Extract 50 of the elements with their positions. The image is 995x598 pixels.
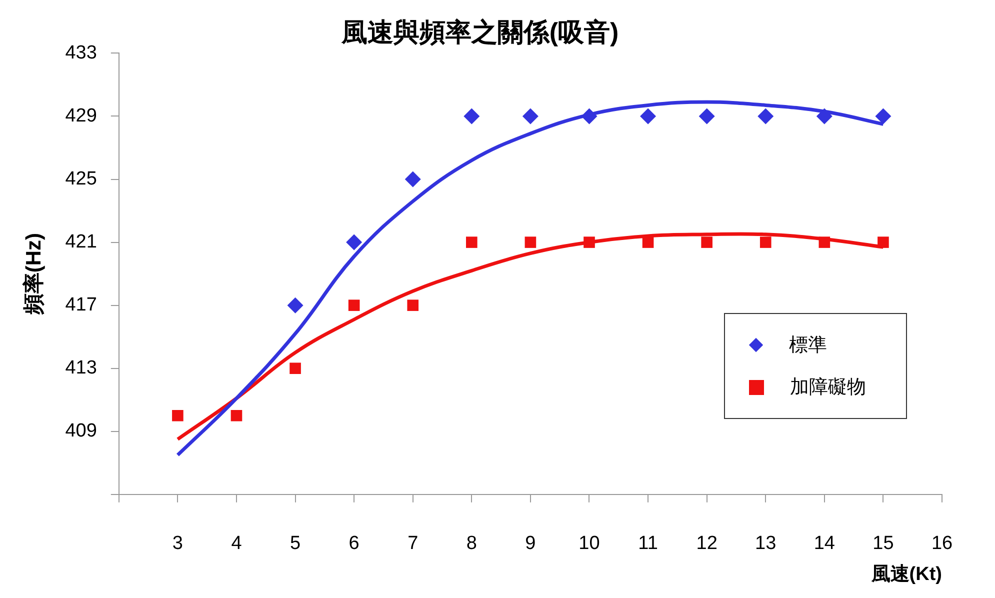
point bbox=[640, 108, 656, 124]
x-tick-label: 11 bbox=[638, 533, 658, 554]
legend-label: 加障礙物 bbox=[790, 376, 866, 400]
y-tick-label: 413 bbox=[65, 358, 97, 379]
point bbox=[348, 300, 360, 311]
y-tick-label: 425 bbox=[65, 168, 97, 190]
x-tick-label: 4 bbox=[231, 533, 242, 554]
point bbox=[818, 236, 830, 248]
point bbox=[758, 108, 774, 124]
point bbox=[698, 108, 715, 124]
point bbox=[522, 108, 538, 124]
point bbox=[701, 236, 712, 248]
point bbox=[346, 234, 362, 250]
point bbox=[878, 236, 889, 248]
y-tick-label: 417 bbox=[65, 294, 97, 316]
point bbox=[407, 300, 419, 311]
point bbox=[584, 236, 595, 248]
point bbox=[404, 171, 421, 188]
chart-title: 風速與頻率之關係(吸音) bbox=[340, 16, 619, 47]
point bbox=[875, 108, 892, 124]
point bbox=[524, 236, 536, 248]
x-tick-label: 7 bbox=[408, 533, 418, 554]
x-tick-label: 6 bbox=[348, 533, 360, 554]
point bbox=[760, 236, 772, 248]
x-tick-label: 10 bbox=[578, 533, 600, 554]
point bbox=[466, 236, 478, 248]
x-tick-label: 13 bbox=[755, 533, 776, 554]
x-tick-label: 16 bbox=[931, 533, 953, 554]
x-tick-label: 12 bbox=[696, 533, 718, 554]
point bbox=[230, 410, 242, 422]
point bbox=[287, 297, 304, 314]
x-tick-label: 15 bbox=[872, 533, 894, 554]
y-tick-label: 421 bbox=[65, 232, 97, 253]
x-tick-label: 14 bbox=[814, 533, 836, 554]
x-tick-label: 9 bbox=[525, 533, 536, 554]
point bbox=[290, 362, 301, 374]
point bbox=[464, 108, 480, 124]
x-tick-label: 5 bbox=[290, 533, 301, 554]
legend-label: 標準 bbox=[789, 334, 827, 358]
y-tick-label: 409 bbox=[65, 420, 97, 442]
x-axis-title: 風速(Kt) bbox=[870, 562, 942, 585]
point bbox=[581, 108, 598, 124]
y-tick-label: 429 bbox=[65, 105, 97, 126]
point bbox=[642, 236, 654, 248]
y-tick-label: 433 bbox=[65, 42, 97, 64]
x-tick-label: 8 bbox=[466, 533, 477, 554]
y-axis-title: 頻率(Hz) bbox=[21, 232, 46, 316]
point bbox=[172, 410, 184, 422]
point bbox=[816, 108, 832, 124]
x-tick-label: 3 bbox=[172, 533, 183, 554]
